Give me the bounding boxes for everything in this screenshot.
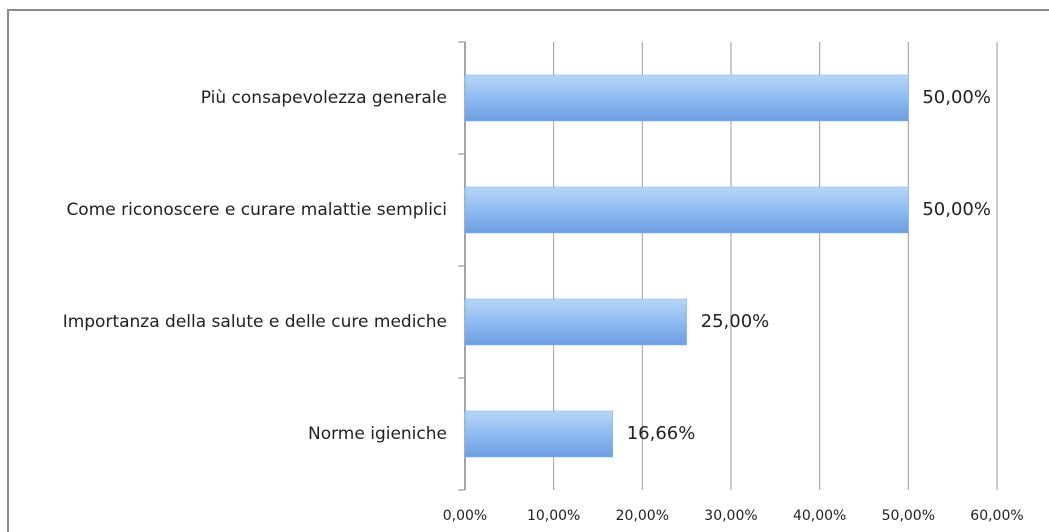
category-label: Norme igieniche (307, 424, 447, 444)
x-tick-label: 40,00% (793, 508, 846, 524)
x-tick-label: 10,00% (527, 508, 580, 524)
x-tick-label: 50,00% (882, 508, 935, 524)
x-tick-label: 30,00% (704, 508, 757, 524)
category-label: Come riconoscere e curare malattie sempl… (66, 200, 447, 220)
value-label: 25,00% (701, 311, 770, 332)
x-tick-label: 20,00% (616, 508, 669, 524)
x-tick-label: 0,00% (443, 508, 487, 524)
bar (464, 186, 909, 234)
category-label: Più consapevolezza generale (200, 88, 447, 108)
x-tick-label: 60,00% (970, 508, 1023, 524)
category-label: Importanza della salute e delle cure med… (62, 312, 447, 332)
value-label: 50,00% (922, 87, 991, 108)
frame (7, 9, 1049, 532)
value-label: 16,66% (627, 423, 696, 444)
bar (464, 298, 687, 346)
value-label: 50,00% (922, 199, 991, 220)
bar (464, 74, 909, 122)
bar (464, 410, 613, 458)
